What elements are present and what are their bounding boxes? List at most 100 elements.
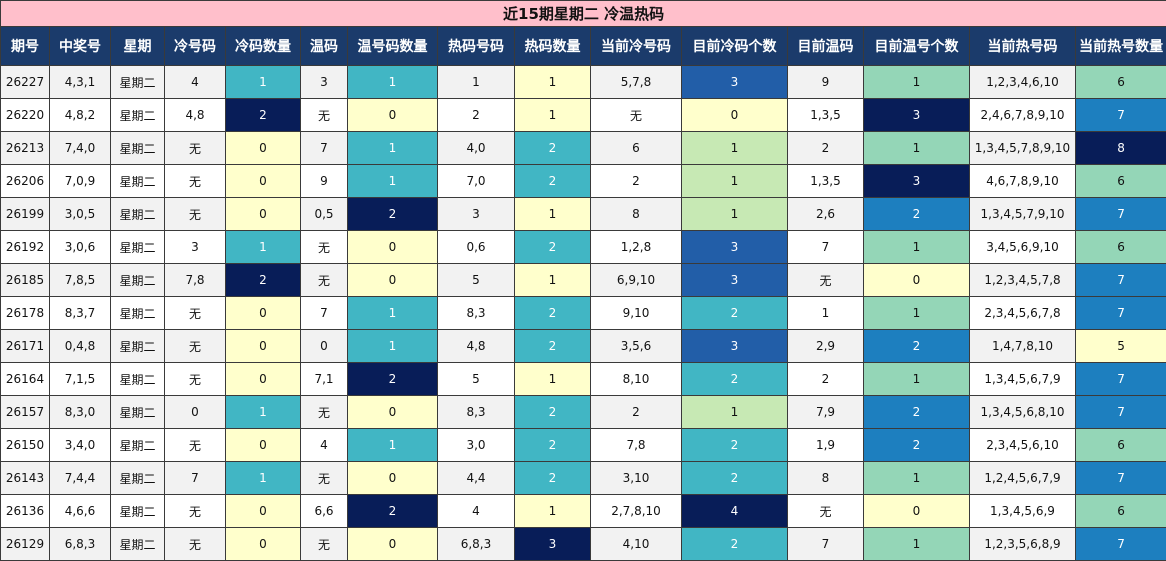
cell-col-warm-count: 1: [348, 165, 438, 198]
cell-col-hot-count: 1: [515, 198, 591, 231]
cell-col-current-warm: 2,6: [788, 198, 864, 231]
cell-col-current-cold-count: 3: [682, 66, 788, 99]
cell-col-hot-number: 5: [438, 264, 515, 297]
cell-col-current-cold-count: 3: [682, 231, 788, 264]
cell-col-current-cold-count: 2: [682, 429, 788, 462]
cell-col-current-hot: 1,4,7,8,10: [970, 330, 1076, 363]
cell-col-current-cold: 6: [591, 132, 682, 165]
cell-col-winning-number: 7,1,5: [50, 363, 111, 396]
cell-col-current-cold: 4,10: [591, 528, 682, 561]
header-col-cold-number: 冷号码: [165, 27, 226, 66]
cell-col-cold-number: 7: [165, 462, 226, 495]
cell-col-current-cold-count: 2: [682, 462, 788, 495]
cell-col-winning-number: 4,6,6: [50, 495, 111, 528]
cell-col-current-warm-count: 2: [864, 396, 970, 429]
cell-col-cold-count: 0: [226, 165, 301, 198]
cell-col-weekday: 星期二: [111, 132, 165, 165]
cell-col-current-cold-count: 2: [682, 363, 788, 396]
cell-col-winning-number: 3,4,0: [50, 429, 111, 462]
cell-col-current-warm: 8: [788, 462, 864, 495]
cell-col-winning-number: 8,3,7: [50, 297, 111, 330]
cell-col-current-hot: 4,6,7,8,9,10: [970, 165, 1076, 198]
cell-col-winning-number: 7,4,4: [50, 462, 111, 495]
cell-col-winning-number: 3,0,6: [50, 231, 111, 264]
cell-col-warm-number: 7: [301, 132, 348, 165]
cell-col-warm-number: 6,6: [301, 495, 348, 528]
cell-col-issue: 26178: [1, 297, 50, 330]
cell-col-cold-number: 无: [165, 165, 226, 198]
cell-col-current-cold: 6,9,10: [591, 264, 682, 297]
cell-col-cold-number: 无: [165, 429, 226, 462]
cell-col-warm-count: 0: [348, 264, 438, 297]
cell-col-current-warm-count: 0: [864, 264, 970, 297]
cell-col-hot-number: 4: [438, 495, 515, 528]
cell-col-current-warm-count: 1: [864, 66, 970, 99]
cell-col-current-hot-count: 6: [1076, 495, 1166, 528]
header-col-hot-number: 热码号码: [438, 27, 515, 66]
cell-col-cold-number: 无: [165, 330, 226, 363]
cell-col-issue: 26199: [1, 198, 50, 231]
cell-col-current-hot: 1,3,4,5,6,9: [970, 495, 1076, 528]
cell-col-hot-count: 1: [515, 495, 591, 528]
cell-col-weekday: 星期二: [111, 528, 165, 561]
cell-col-current-hot-count: 7: [1076, 396, 1166, 429]
header-col-weekday: 星期: [111, 27, 165, 66]
cell-col-hot-count: 2: [515, 297, 591, 330]
cell-col-warm-number: 无: [301, 396, 348, 429]
cell-col-cold-count: 2: [226, 264, 301, 297]
cell-col-issue: 26213: [1, 132, 50, 165]
cell-col-winning-number: 7,8,5: [50, 264, 111, 297]
cell-col-hot-number: 2: [438, 99, 515, 132]
header-col-current-hot-count: 当前热号数量: [1076, 27, 1166, 66]
cell-col-current-hot-count: 6: [1076, 231, 1166, 264]
cell-col-warm-number: 无: [301, 99, 348, 132]
cell-col-issue: 26150: [1, 429, 50, 462]
cell-col-current-hot-count: 8: [1076, 132, 1166, 165]
cell-col-warm-number: 无: [301, 462, 348, 495]
cell-col-warm-count: 2: [348, 363, 438, 396]
cell-col-current-hot: 1,2,3,4,5,7,8: [970, 264, 1076, 297]
cell-col-hot-number: 8,3: [438, 396, 515, 429]
cell-col-weekday: 星期二: [111, 297, 165, 330]
header-col-hot-count: 热码数量: [515, 27, 591, 66]
cell-col-hot-number: 1: [438, 66, 515, 99]
cell-col-current-hot: 1,3,4,5,6,8,10: [970, 396, 1076, 429]
cell-col-hot-count: 2: [515, 330, 591, 363]
cell-col-warm-count: 1: [348, 429, 438, 462]
cell-col-current-hot: 1,2,3,4,6,10: [970, 66, 1076, 99]
cell-col-warm-count: 0: [348, 462, 438, 495]
cell-col-hot-count: 1: [515, 363, 591, 396]
cell-col-current-warm: 2: [788, 363, 864, 396]
cell-col-current-warm: 2: [788, 132, 864, 165]
cell-col-warm-number: 0,5: [301, 198, 348, 231]
cell-col-current-warm: 1,3,5: [788, 165, 864, 198]
cell-col-current-cold-count: 2: [682, 528, 788, 561]
cell-col-current-hot: 2,4,6,7,8,9,10: [970, 99, 1076, 132]
cell-col-current-warm-count: 1: [864, 528, 970, 561]
cell-col-current-warm-count: 1: [864, 462, 970, 495]
cell-col-current-warm-count: 1: [864, 363, 970, 396]
cell-col-issue: 26227: [1, 66, 50, 99]
cell-col-cold-number: 无: [165, 363, 226, 396]
cell-col-current-hot: 3,4,5,6,9,10: [970, 231, 1076, 264]
cell-col-current-cold: 无: [591, 99, 682, 132]
cell-col-hot-count: 1: [515, 99, 591, 132]
cell-col-hot-number: 3: [438, 198, 515, 231]
cell-col-cold-number: 4,8: [165, 99, 226, 132]
cell-col-hot-number: 8,3: [438, 297, 515, 330]
cell-col-winning-number: 7,0,9: [50, 165, 111, 198]
cell-col-issue: 26164: [1, 363, 50, 396]
cell-col-current-cold-count: 1: [682, 396, 788, 429]
cell-col-current-warm: 7: [788, 231, 864, 264]
cell-col-hot-count: 2: [515, 462, 591, 495]
cell-col-current-hot-count: 6: [1076, 429, 1166, 462]
